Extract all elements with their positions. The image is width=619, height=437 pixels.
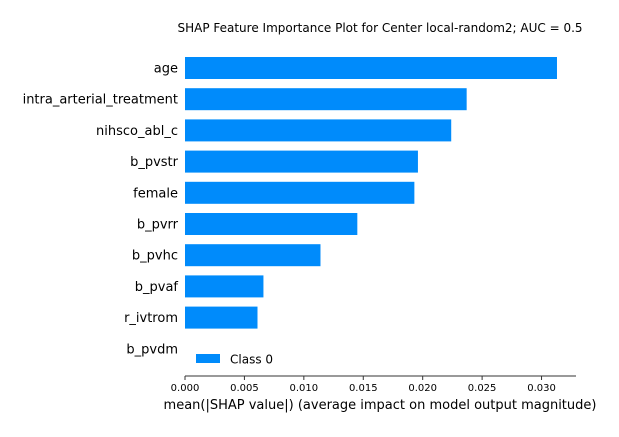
category-label-b_pvaf: b_pvaf (135, 280, 179, 295)
category-label-b_pvstr: b_pvstr (130, 155, 179, 170)
bar-intra_arterial_treatment (185, 88, 467, 111)
category-label-nihsco_abl_c: nihsco_abl_c (96, 124, 178, 139)
x-tick-label: 0.015 (349, 383, 378, 394)
bar-b_pvrr (185, 213, 358, 235)
x-axis-ticks: 0.000 0.005 0.010 0.015 0.020 0.025 0.030 (171, 376, 556, 394)
legend-label: Class 0 (230, 353, 273, 367)
x-tick-label: 0.000 (171, 383, 200, 394)
legend: Class 0 (196, 353, 273, 367)
x-axis-label: mean(|SHAP value|) (average impact on mo… (164, 398, 597, 413)
bar-b_pvaf (185, 275, 264, 298)
category-label-b_pvrr: b_pvrr (137, 218, 179, 233)
category-label-r_ivtrom: r_ivtrom (124, 311, 178, 326)
category-labels: age intra_arterial_treatment nihsco_abl_cb… (23, 62, 179, 358)
category-label-intra_arterial_treatment: intra_arterial_treatment (23, 93, 178, 108)
category-label-b_pvhc: b_pvhc (132, 249, 178, 264)
bar-b_pvhc (185, 244, 321, 267)
x-tick-label: 0.005 (230, 383, 259, 394)
x-tick-label: 0.020 (408, 383, 437, 394)
x-tick-label: 0.025 (468, 383, 497, 394)
bar-age (185, 57, 557, 79)
category-label-b_pvdm: b_pvdm (126, 342, 178, 357)
bar-r_ivtrom (185, 306, 258, 329)
bar-female (185, 181, 415, 204)
x-tick-label: 0.010 (290, 383, 319, 394)
x-tick-label: 0.030 (527, 383, 556, 394)
chart-title: SHAP Feature Importance Plot for Center … (177, 21, 582, 35)
bars-layer (185, 57, 557, 329)
bar-b_pvstr (185, 150, 418, 173)
bar-nihsco_abl_c (185, 119, 452, 142)
category-label-female: female (133, 186, 178, 201)
category-label-age: age (154, 62, 178, 77)
legend-swatch (196, 354, 220, 363)
